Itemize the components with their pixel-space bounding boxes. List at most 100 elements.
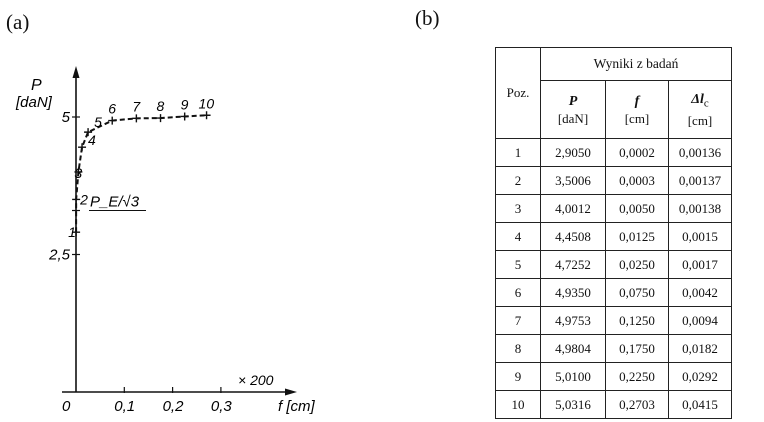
reference-label: P_E/√3 [90, 194, 140, 211]
col-header-deflection-symbol: f [634, 94, 640, 109]
col-header-load: P [daN] [540, 80, 606, 139]
y-axis-label: P [31, 77, 42, 94]
origin-label: 0 [62, 398, 71, 415]
table-cell: 4,9753 [540, 306, 606, 335]
table-cell: 4,7252 [540, 250, 606, 279]
table-cell: 4,9350 [540, 278, 606, 307]
table-row: 8 4,9804 0,1750 0,0182 [495, 334, 732, 363]
table-group-header: Wyniki z badań [540, 47, 732, 81]
col-header-elongation-symbol: Δl [691, 91, 704, 107]
table-cell: 0,0042 [668, 278, 732, 307]
data-point-marker [202, 111, 211, 120]
x-ticks: 0,1 0,2 0,3 [114, 387, 232, 415]
x-tick-label: 0,1 [114, 398, 135, 415]
data-point-marker [108, 116, 117, 125]
table-cell: 0,1750 [605, 334, 669, 363]
col-header-elongation-unit: [cm] [687, 113, 713, 129]
data-point-marker [74, 167, 83, 176]
table-cell: 2,9050 [540, 138, 606, 167]
table-cell: 0,2250 [605, 362, 669, 391]
table-cell: 0,00137 [668, 166, 732, 195]
table-row: 1 2,9050 0,0002 0,00136 [495, 138, 732, 167]
table-cell: 0,0003 [605, 166, 669, 195]
data-point-label: 7 [132, 98, 141, 114]
table-row: 9 5,0100 0,2250 0,0292 [495, 362, 732, 391]
table-cell: 2 [495, 166, 541, 195]
data-point-label: 8 [157, 98, 165, 114]
table-cell: 3 [495, 194, 541, 223]
data-point-marker [72, 195, 81, 204]
table-cell: 0,0292 [668, 362, 732, 391]
table-cell: 1 [495, 138, 541, 167]
load-deflection-chart: P [daN] f [cm] × 200 0 0,1 0,2 0,3 2,55 P_… [15, 66, 315, 415]
panel-a-label: (a) [6, 10, 30, 34]
data-point-marker [78, 143, 87, 152]
col-header-deflection: f [cm] [605, 80, 669, 139]
table-cell: 6 [495, 278, 541, 307]
table-cell: 4 [495, 222, 541, 251]
table-cell: 0,00136 [668, 138, 732, 167]
table-cell: 7 [495, 306, 541, 335]
table-cell: 0,0125 [605, 222, 669, 251]
panel-b-label: (b) [415, 6, 440, 30]
data-point-label: 10 [199, 95, 215, 111]
data-point-marker [132, 114, 141, 123]
data-point-label: 2 [79, 191, 88, 207]
table-row: 3 4,0012 0,0050 0,00138 [495, 194, 732, 223]
y-ticks: 2,55 [48, 109, 80, 264]
table-row: 5 4,7252 0,0250 0,0017 [495, 250, 732, 279]
reference-marker: P_E/√3 [72, 194, 146, 212]
x-axis-label: f [cm] [278, 398, 315, 415]
table-cell: 5 [495, 250, 541, 279]
table-cell: 0,0094 [668, 306, 732, 335]
table-cell: 3,5006 [540, 166, 606, 195]
x-axis-arrow [285, 388, 297, 396]
x-tick-label: 0,3 [211, 398, 233, 415]
data-point-label: 4 [88, 132, 96, 148]
data-point-marker [180, 112, 189, 121]
data-series: 1 2 3 4 56 7 8 9 10 [68, 95, 214, 240]
table-cell: 0,0002 [605, 138, 669, 167]
table-cell: 0,0050 [605, 194, 669, 223]
col-header-deflection-unit: [cm] [624, 111, 650, 126]
x-scale-note: × 200 [238, 372, 274, 388]
table-cell: 0,0017 [668, 250, 732, 279]
table-row: 4 4,4508 0,0125 0,0015 [495, 222, 732, 251]
y-axis-unit: [daN] [15, 94, 53, 111]
series-line [75, 114, 207, 233]
table-cell: 0,2703 [605, 390, 669, 419]
y-tick-label: 5 [62, 109, 71, 126]
data-point-marker [84, 128, 93, 137]
table-cell: 4,0012 [540, 194, 606, 223]
table-cell: 0,0415 [668, 390, 732, 419]
data-point-label: 6 [108, 101, 116, 117]
table-cell: 9 [495, 362, 541, 391]
table-cell: 0,0750 [605, 278, 669, 307]
table-cell: 0,1250 [605, 306, 669, 335]
table-cell: 4,9804 [540, 334, 606, 363]
table-row: 2 3,5006 0,0003 0,00137 [495, 166, 732, 195]
col-header-elongation-subscript: c [703, 97, 709, 110]
table-body: 1 2,9050 0,0002 0,00136 2 3,5006 0,0003 0,00137… [495, 138, 732, 419]
table-cell: 10 [495, 390, 541, 419]
table-row: 6 4,9350 0,0750 0,0042 [495, 278, 732, 307]
col-header-load-symbol: P [568, 94, 578, 109]
table-cell: 4,4508 [540, 222, 606, 251]
table-cell: 8 [495, 334, 541, 363]
data-point-label: 9 [181, 96, 189, 112]
data-point-label: 5 [94, 114, 102, 130]
table-cell: 0,0250 [605, 250, 669, 279]
table-cell: 5,0316 [540, 390, 606, 419]
table-cell: 5,0100 [540, 362, 606, 391]
y-axis-arrow [72, 66, 80, 78]
data-point-marker [156, 114, 165, 123]
results-table: Poz. Wyniki z badań P [daN] f [cm] Δlc [… [495, 47, 732, 419]
x-tick-label: 0,2 [163, 398, 185, 415]
table-row: 10 5,0316 0,2703 0,0415 [495, 390, 732, 419]
col-header-position: Poz. [495, 47, 541, 139]
col-header-load-unit: [daN] [557, 111, 589, 126]
data-point-marker [72, 228, 81, 237]
table-cell: 0,0182 [668, 334, 732, 363]
col-header-elongation: Δlc [cm] [668, 80, 732, 139]
data-point-label: 1 [68, 224, 76, 240]
